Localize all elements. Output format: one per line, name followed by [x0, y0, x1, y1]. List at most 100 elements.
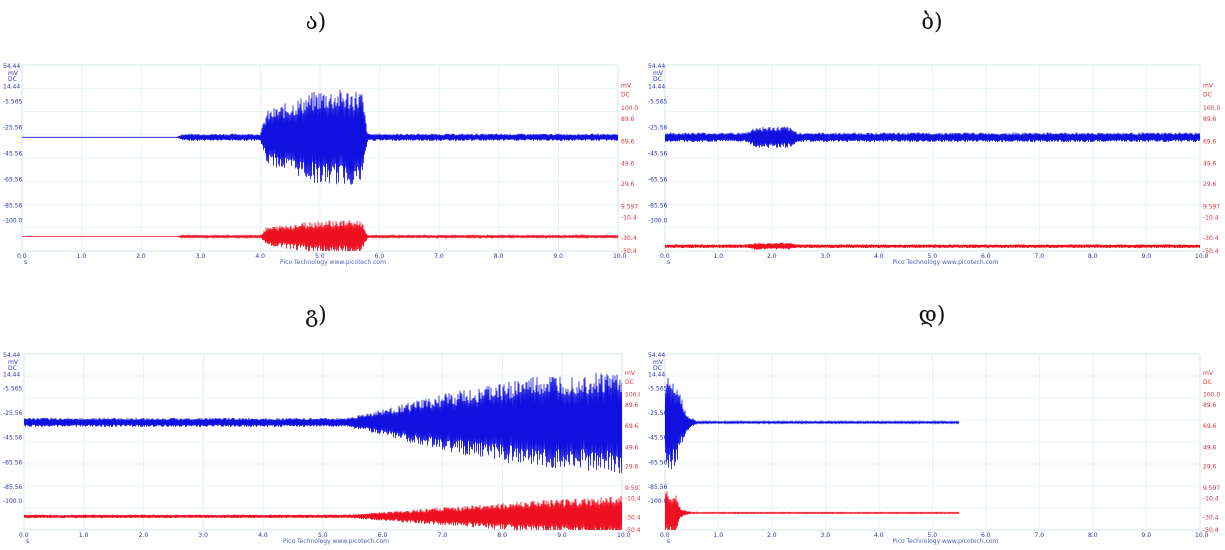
- left-tick-label: 54.44: [3, 63, 20, 70]
- left-tick-label: -100.0: [648, 217, 668, 224]
- x-tick-label: 6.0: [375, 253, 385, 260]
- x-tick-label: 2.0: [139, 532, 149, 539]
- x-tick-label: 7.0: [438, 532, 448, 539]
- right-coupling-label: DC: [621, 92, 630, 99]
- left-tick-label: -45.56: [648, 150, 668, 157]
- right-coupling-label: DC: [625, 379, 634, 386]
- caption-g: გ): [305, 303, 327, 328]
- right-tick-label: -30.4: [1203, 515, 1219, 522]
- left-tick-label: 14.44: [3, 83, 20, 90]
- chart-panel-a: 54.44 14.44 -5.565 -25.56 -45.56 -65.56 -85.56…: [0, 63, 640, 273]
- right-tick-label: 29.6: [621, 181, 635, 188]
- left-tick-label: -45.56: [648, 435, 668, 442]
- left-unit-label: mV: [653, 359, 664, 366]
- x-tick-label: 9.0: [553, 253, 563, 260]
- chart-svg-g: 54.44 14.44 -5.565 -25.56 -45.56 -65.56 -85.56…: [3, 352, 640, 545]
- left-coupling-label: DC: [8, 365, 17, 372]
- trace-channel-a: [22, 89, 618, 185]
- x-tick-label: 3.0: [821, 532, 831, 539]
- left-tick-label: -5.565: [648, 385, 668, 392]
- x-tick-label: 9.0: [1142, 532, 1152, 539]
- x-tick-label: 8.0: [497, 532, 507, 539]
- trace-channel-b: [665, 491, 960, 530]
- x-tick-label: 3.0: [198, 532, 208, 539]
- right-tick-label: -50.4: [1203, 248, 1219, 255]
- x-tick-label: 5.0: [318, 532, 328, 539]
- right-tick-label: 49.6: [621, 161, 635, 168]
- right-tick-label: 49.6: [625, 444, 639, 451]
- right-tick-label: -50.4: [621, 248, 637, 255]
- x-tick-label: 6.0: [981, 253, 991, 260]
- x-unit-label: s: [667, 259, 670, 266]
- left-coupling-label: DC: [8, 76, 17, 83]
- trace-channel-b: [665, 242, 1200, 250]
- left-coupling-label: DC: [653, 365, 662, 372]
- left-unit-label: mV: [8, 359, 19, 366]
- right-tick-label: 100.0: [1203, 391, 1220, 398]
- grid: [664, 353, 1201, 531]
- x-tick-label: 9.0: [557, 532, 567, 539]
- right-tick-label: 49.6: [1203, 161, 1217, 168]
- x-tick-label: 10.0: [617, 532, 631, 539]
- x-tick-label: 7.0: [434, 253, 444, 260]
- grid: [664, 64, 1201, 252]
- right-tick-label: -10.4: [625, 495, 640, 502]
- x-tick-label: 10.0: [1195, 253, 1209, 260]
- x-tick-label: 8.0: [494, 253, 504, 260]
- x-tick-label: 3.0: [821, 253, 831, 260]
- right-tick-label: 29.6: [625, 464, 639, 471]
- x-tick-label: 5.0: [315, 253, 325, 260]
- left-tick-label: -85.56: [648, 203, 668, 210]
- left-tick-label: -85.56: [3, 484, 23, 491]
- right-tick-label: -30.4: [625, 515, 640, 522]
- left-tick-label: -25.56: [648, 124, 668, 131]
- left-tick-label: 14.44: [648, 371, 665, 378]
- x-tick-label: 4.0: [874, 532, 884, 539]
- x-tick-label: 10.0: [613, 253, 627, 260]
- trace-channel-b: [24, 496, 622, 530]
- trace-channel-a: [665, 377, 960, 470]
- x-tick-label: 2.0: [136, 253, 146, 260]
- chart-panel-d: 54.44 14.44 -5.565 -25.56 -45.56 -65.56 -85.56…: [645, 352, 1225, 550]
- left-unit-label: mV: [653, 70, 664, 77]
- right-unit-label: mV: [625, 370, 636, 377]
- left-tick-label: 54.44: [648, 352, 665, 359]
- chart-svg-d: 54.44 14.44 -5.565 -25.56 -45.56 -65.56 -85.56…: [648, 352, 1220, 545]
- left-tick-label: -85.56: [648, 484, 668, 491]
- x-tick-label: 0.0: [660, 253, 670, 260]
- x-tick-label: 7.0: [1035, 532, 1045, 539]
- x-tick-label: 6.0: [981, 532, 991, 539]
- x-tick-label: 6.0: [378, 532, 388, 539]
- right-tick-label: -30.4: [1203, 235, 1219, 242]
- x-tick-label: 9.0: [1142, 253, 1152, 260]
- plot-frame: [664, 64, 1201, 252]
- chart-svg-b: 54.44 14.44 -5.565 -25.56 -45.56 -65.56 -85.56…: [648, 63, 1220, 266]
- left-tick-label: -65.56: [3, 459, 23, 466]
- right-unit-label: mV: [1203, 82, 1214, 89]
- chart-svg-a: 54.44 14.44 -5.565 -25.56 -45.56 -65.56 -85.56…: [3, 63, 638, 266]
- x-tick-label: 5.0: [928, 532, 938, 539]
- left-tick-label: -5.565: [3, 98, 23, 105]
- right-tick-label: 69.6: [621, 138, 635, 145]
- right-unit-label: mV: [621, 82, 632, 89]
- right-tick-label: -30.4: [621, 235, 637, 242]
- x-tick-label: 1.0: [714, 532, 724, 539]
- x-tick-label: 8.0: [1088, 253, 1098, 260]
- right-tick-label: 100.0: [625, 391, 640, 398]
- footer-label: Pico Technology www.picotech.com: [893, 538, 999, 545]
- x-unit-label: s: [667, 538, 670, 545]
- caption-d: დ): [918, 303, 946, 328]
- x-tick-label: 4.0: [258, 532, 268, 539]
- x-tick-label: 7.0: [1035, 253, 1045, 260]
- x-tick-label: 4.0: [255, 253, 265, 260]
- left-tick-label: -5.565: [648, 98, 668, 105]
- left-tick-label: -25.56: [3, 124, 23, 131]
- left-tick-label: -65.56: [648, 459, 668, 466]
- trace-channel-a: [665, 126, 1200, 149]
- x-tick-label: 4.0: [874, 253, 884, 260]
- right-tick-label: -10.4: [621, 215, 637, 222]
- right-tick-label: 100.0: [1203, 105, 1220, 112]
- right-unit-label: mV: [1203, 370, 1214, 377]
- plot-frame: [664, 353, 1201, 531]
- left-tick-label: -100.0: [648, 498, 668, 505]
